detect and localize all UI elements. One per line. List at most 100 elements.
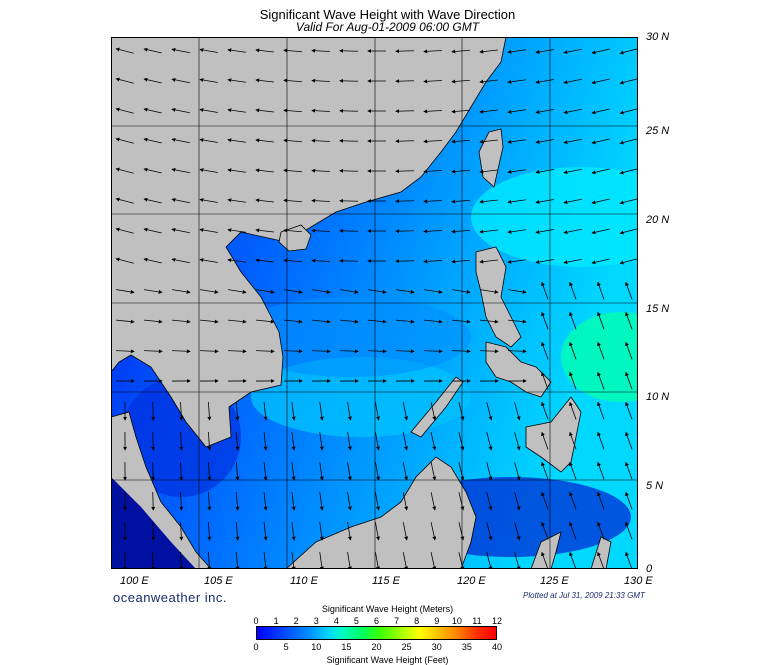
wave-arrow — [347, 492, 352, 511]
wave-arrow — [256, 319, 275, 324]
wave-arrow — [207, 521, 212, 541]
wave-arrow — [458, 522, 465, 541]
lat-label: 0 — [646, 563, 653, 575]
land-sumatra — [111, 477, 196, 569]
wave-arrow — [507, 49, 526, 54]
wave-arrow — [207, 491, 212, 511]
wave-arrow — [430, 462, 437, 481]
wave-arrow — [402, 492, 409, 511]
wave-arrow — [451, 169, 471, 174]
colorbar-feet-tick: 10 — [311, 642, 322, 652]
colorbar-meter-tick: 10 — [451, 616, 462, 626]
wave-arrow — [569, 341, 577, 360]
wave-arrow — [541, 551, 549, 569]
wave-arrow — [508, 319, 527, 324]
wave-arrow — [199, 138, 218, 143]
wave-arrow — [283, 78, 303, 83]
wave-arrow — [430, 492, 437, 511]
wave-arrow — [507, 169, 526, 174]
wave-arrow — [591, 78, 610, 85]
colorbar-feet-tick: 15 — [341, 642, 352, 652]
colorbar-feet-tick: 30 — [431, 642, 442, 652]
wave-arrow — [284, 289, 303, 294]
wave-arrow — [423, 259, 443, 264]
wave-arrow — [591, 198, 610, 205]
wave-arrow — [423, 139, 443, 144]
wave-arrow — [143, 107, 162, 114]
wave-arrow — [479, 79, 498, 84]
wave-arrow — [179, 431, 184, 451]
wave-arrow — [291, 492, 296, 511]
wave-arrow — [451, 139, 471, 144]
wave-arrow — [619, 138, 638, 145]
wave-arrow — [291, 402, 296, 421]
wave-arrow — [625, 371, 633, 390]
wave-arrow — [115, 167, 134, 174]
wave-arrow — [347, 552, 352, 569]
wave-arrow — [311, 78, 331, 83]
wave-arrow — [367, 349, 387, 354]
lon-label: 130 E — [624, 575, 653, 587]
wave-arrow — [115, 257, 134, 264]
land-sulawesi — [530, 531, 562, 569]
colorbar-meter-tick: 0 — [253, 616, 259, 626]
wave-arrow — [430, 522, 437, 541]
wave-arrow — [144, 289, 163, 294]
lat-label: 15 N — [646, 303, 670, 315]
wave-arrow — [569, 551, 577, 569]
wave-arrow — [514, 462, 521, 481]
lon-label: 125 E — [540, 575, 569, 587]
lat-label: 25 N — [646, 125, 670, 137]
colorbar-meter-tick: 7 — [394, 616, 400, 626]
wave-arrow — [625, 281, 633, 300]
wave-arrow — [423, 199, 443, 204]
wave-arrow — [227, 78, 246, 83]
wave-direction-arrows — [115, 47, 638, 569]
wave-arrow — [591, 168, 610, 175]
wave-arrow — [319, 552, 324, 569]
wave-arrow — [514, 522, 521, 541]
colorbar-feet-tick: 20 — [371, 642, 382, 652]
wave-arrow — [227, 168, 246, 173]
wave-arrow — [597, 521, 605, 540]
wave-arrow — [235, 521, 240, 541]
wave-arrow — [235, 551, 240, 569]
wave-arrow — [207, 401, 212, 421]
wave-arrow — [508, 289, 527, 294]
wave-arrow — [395, 199, 415, 204]
wave-arrow — [541, 371, 549, 390]
wave-arrow — [311, 198, 331, 203]
wave-arrow — [171, 227, 190, 234]
wave-arrow — [591, 228, 610, 235]
wave-arrow — [375, 402, 380, 421]
wave-arrow — [227, 258, 246, 263]
land-luzon — [475, 246, 522, 348]
wave-arrow — [115, 47, 134, 54]
wave-arrow — [151, 401, 156, 421]
wave-arrow — [541, 491, 549, 510]
wave-arrow — [199, 349, 219, 354]
wave-arrow — [283, 258, 303, 263]
wave-arrow — [535, 49, 554, 54]
lat-label: 10 N — [646, 391, 670, 403]
wave-arrow — [597, 551, 605, 569]
wave-arrow — [291, 552, 296, 569]
wave-arrow — [255, 168, 274, 173]
wave-arrow — [171, 197, 190, 204]
wave-arrow — [619, 168, 638, 175]
wave-arrow — [151, 551, 156, 569]
wave-arrow — [375, 462, 380, 481]
lon-label: 110 E — [290, 575, 318, 587]
wave-arrow — [507, 229, 526, 234]
wave-arrow — [143, 137, 162, 144]
colorbar-feet-tick: 25 — [401, 642, 412, 652]
wave-arrow — [424, 319, 443, 324]
wave-arrow — [535, 79, 554, 84]
wave-arrow — [207, 551, 212, 569]
wave-arrow — [458, 402, 465, 421]
wave-arrow — [200, 289, 219, 294]
wave-arrow — [402, 522, 409, 541]
wave-arrow — [143, 167, 162, 174]
colorbar-meter-tick: 9 — [434, 616, 440, 626]
wave-arrow — [115, 107, 134, 114]
